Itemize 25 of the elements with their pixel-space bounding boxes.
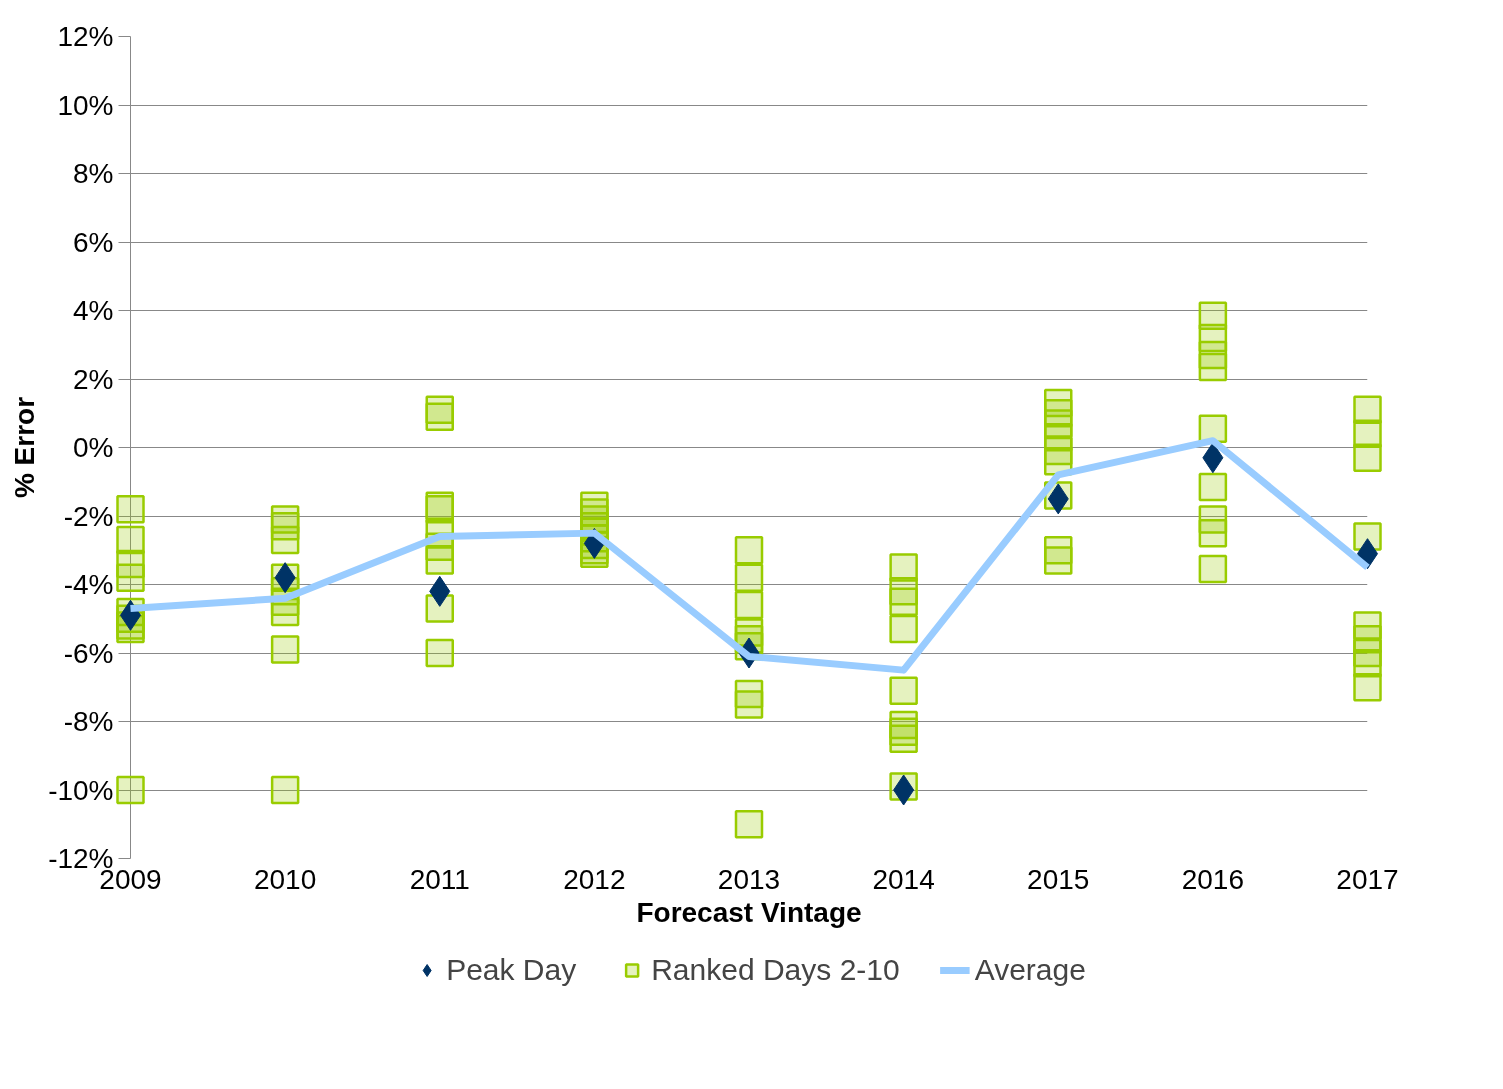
x-tick-label: 2017 (1336, 863, 1399, 895)
x-axis-title: Forecast Vintage (636, 896, 862, 928)
y-tick-label: -2% (63, 500, 114, 532)
y-tick-label: 8% (73, 158, 114, 189)
legend-label: Average (974, 953, 1086, 987)
y-tick-label: 10% (57, 89, 114, 121)
x-tick-label: 2016 (1181, 863, 1245, 895)
x-tick-label: 2015 (1027, 863, 1090, 895)
y-tick-label: -6% (63, 637, 114, 669)
legend-label: Ranked Days 2-10 (651, 953, 900, 987)
x-tick-label: 2011 (409, 863, 470, 895)
y-axis-title: % Error (9, 396, 41, 499)
x-tick-label: 2012 (563, 863, 626, 895)
x-tick-label: 2010 (253, 863, 317, 895)
y-tick-label: -8% (63, 706, 114, 737)
legend-label: Peak Day (446, 953, 577, 987)
y-tick-label: -10% (48, 774, 114, 806)
y-tick-label: 4% (73, 295, 114, 326)
y-tick-label: -4% (63, 569, 114, 600)
x-tick-label: 2013 (717, 863, 781, 895)
y-tick-label: 2% (73, 363, 114, 395)
y-tick-label: 6% (73, 226, 114, 258)
y-tick-label: 0% (73, 432, 114, 463)
y-tick-label: 12% (57, 21, 114, 52)
x-tick-label: 2014 (872, 863, 935, 895)
